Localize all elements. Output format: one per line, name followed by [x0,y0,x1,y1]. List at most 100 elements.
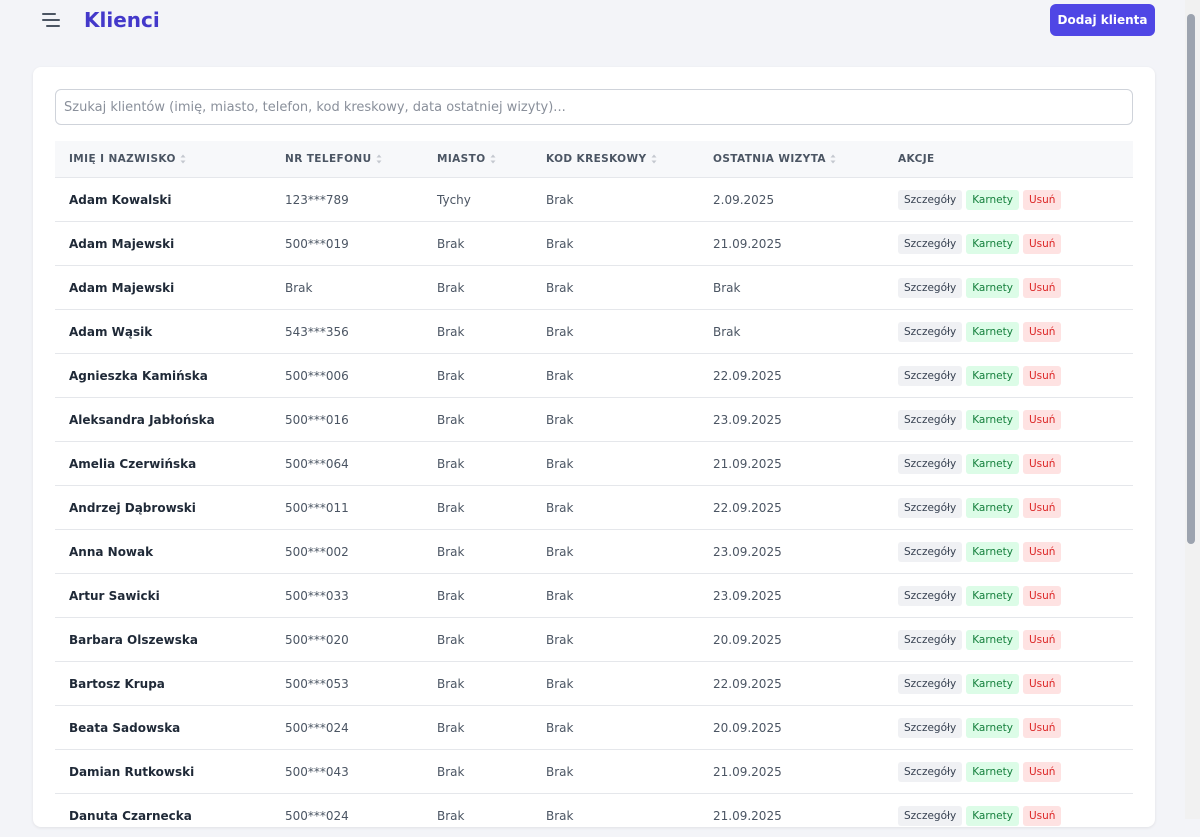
scrollbar-thumb[interactable] [1187,14,1195,544]
passes-button[interactable]: Karnety [966,322,1019,342]
details-button[interactable]: Szczegóły [898,542,962,562]
details-button[interactable]: Szczegóły [898,410,962,430]
cell: 21.09.2025 [699,442,884,486]
passes-button[interactable]: Karnety [966,674,1019,694]
cell: Brak [532,398,699,442]
menu-button[interactable] [42,12,60,28]
delete-button[interactable]: Usuń [1023,806,1061,826]
menu-line [46,25,60,27]
passes-button[interactable]: Karnety [966,630,1019,650]
cell: 500***002 [271,530,423,574]
cell: Brak [532,266,699,310]
cell: Brak [699,310,884,354]
delete-button[interactable]: Usuń [1023,674,1061,694]
details-button[interactable]: Szczegóły [898,806,962,826]
delete-button[interactable]: Usuń [1023,586,1061,606]
passes-button[interactable]: Karnety [966,278,1019,298]
column-header[interactable]: NR TELEFONU [271,141,423,178]
client-name: Adam Wąsik [55,310,271,354]
page: Klienci Dodaj klienta IMIĘ I NAZWISKO NR … [0,0,1200,819]
column-header: AKCJE [884,141,1133,178]
column-label: MIASTO [437,153,486,165]
cell: 22.09.2025 [699,662,884,706]
cell: 22.09.2025 [699,354,884,398]
delete-button[interactable]: Usuń [1023,498,1061,518]
cell: 500***011 [271,486,423,530]
column-header[interactable]: MIASTO [423,141,532,178]
clients-table: IMIĘ I NAZWISKO NR TELEFONU MIASTO KOD KRES… [55,141,1133,837]
delete-button[interactable]: Usuń [1023,190,1061,210]
cell: Brak [423,618,532,662]
add-client-button[interactable]: Dodaj klienta [1050,4,1155,36]
cell: Brak [423,398,532,442]
passes-button[interactable]: Karnety [966,586,1019,606]
details-button[interactable]: Szczegóły [898,190,962,210]
delete-button[interactable]: Usuń [1023,762,1061,782]
cell: Brak [699,266,884,310]
client-name: Barbara Olszewska [55,618,271,662]
details-button[interactable]: Szczegóły [898,366,962,386]
passes-button[interactable]: Karnety [966,542,1019,562]
passes-button[interactable]: Karnety [966,234,1019,254]
cell: 21.09.2025 [699,750,884,794]
delete-button[interactable]: Usuń [1023,234,1061,254]
cell: Brak [532,750,699,794]
cell: Brak [423,266,532,310]
cell: Brak [423,574,532,618]
delete-button[interactable]: Usuń [1023,542,1061,562]
column-header[interactable]: KOD KRESKOWY [532,141,699,178]
details-button[interactable]: Szczegóły [898,762,962,782]
search-input[interactable] [55,89,1133,125]
cell: 500***024 [271,794,423,837]
delete-button[interactable]: Usuń [1023,366,1061,386]
passes-button[interactable]: Karnety [966,498,1019,518]
passes-button[interactable]: Karnety [966,718,1019,738]
details-button[interactable]: Szczegóły [898,674,962,694]
cell: Brak [532,222,699,266]
column-label: NR TELEFONU [285,153,372,165]
delete-button[interactable]: Usuń [1023,322,1061,342]
details-button[interactable]: Szczegóły [898,498,962,518]
passes-button[interactable]: Karnety [966,806,1019,826]
cell: Brak [423,662,532,706]
client-name: Adam Kowalski [55,178,271,222]
details-button[interactable]: Szczegóły [898,322,962,342]
client-name: Aleksandra Jabłońska [55,398,271,442]
details-button[interactable]: Szczegóły [898,278,962,298]
delete-button[interactable]: Usuń [1023,278,1061,298]
delete-button[interactable]: Usuń [1023,630,1061,650]
cell: 500***016 [271,398,423,442]
cell: Brak [423,442,532,486]
details-button[interactable]: Szczegóły [898,718,962,738]
delete-button[interactable]: Usuń [1023,410,1061,430]
passes-button[interactable]: Karnety [966,366,1019,386]
details-button[interactable]: Szczegóły [898,630,962,650]
cell: Brak [423,706,532,750]
column-header[interactable]: OSTATNIA WIZYTA [699,141,884,178]
cell: Brak [271,266,423,310]
page-title: Klienci [84,8,160,32]
delete-button[interactable]: Usuń [1023,718,1061,738]
passes-button[interactable]: Karnety [966,454,1019,474]
cell: 23.09.2025 [699,574,884,618]
details-button[interactable]: Szczegóły [898,454,962,474]
passes-button[interactable]: Karnety [966,190,1019,210]
details-button[interactable]: Szczegóły [898,234,962,254]
passes-button[interactable]: Karnety [966,410,1019,430]
cell: Brak [423,310,532,354]
delete-button[interactable]: Usuń [1023,454,1061,474]
column-header[interactable]: IMIĘ I NAZWISKO [55,141,271,178]
card: IMIĘ I NAZWISKO NR TELEFONU MIASTO KOD KRES… [33,67,1155,827]
passes-button[interactable]: Karnety [966,762,1019,782]
cell: 500***053 [271,662,423,706]
details-button[interactable]: Szczegóły [898,586,962,606]
